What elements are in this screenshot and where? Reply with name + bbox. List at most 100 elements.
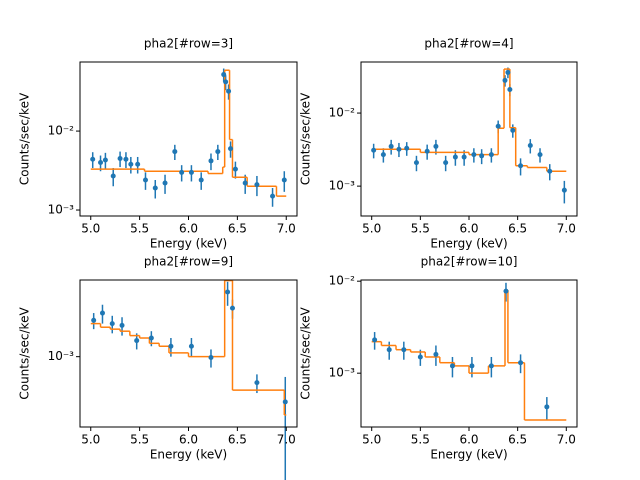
data-point: [134, 338, 140, 344]
data-point: [388, 143, 394, 149]
data-point: [168, 343, 174, 349]
x-tick-label: 6.5: [228, 222, 247, 236]
data-point: [452, 154, 458, 160]
data-point: [225, 289, 231, 295]
data-point: [90, 156, 96, 162]
x-axis-label: Energy (keV): [430, 448, 507, 462]
data-point: [98, 159, 104, 165]
data-point: [109, 321, 115, 327]
y-tick-label: 10⁻³: [48, 349, 75, 363]
data-point: [561, 187, 567, 193]
x-tick-label: 6.5: [508, 433, 527, 447]
data-point: [152, 185, 158, 191]
axes-frame: [360, 61, 578, 217]
x-tick-label: 5.5: [130, 433, 149, 447]
y-tick-label: 10⁻²: [48, 124, 75, 138]
x-tick-label: 6.5: [228, 433, 247, 447]
data-point: [380, 152, 386, 158]
data-point: [461, 154, 467, 160]
data-point: [401, 347, 407, 353]
data-point: [433, 143, 439, 149]
x-tick-label: 5.0: [362, 433, 381, 447]
data-point: [232, 166, 238, 172]
data-point: [172, 149, 178, 155]
x-axis-label: Energy (keV): [150, 237, 227, 251]
x-axis-label: Energy (keV): [430, 237, 507, 251]
data-point: [223, 79, 229, 85]
data-point: [404, 145, 410, 151]
x-tick-label: 7.0: [557, 433, 576, 447]
x-tick-label: 5.0: [81, 433, 100, 447]
y-tick-label: 10⁻²: [329, 106, 356, 120]
data-point: [226, 88, 232, 94]
data-point: [502, 77, 508, 83]
data-point: [424, 148, 430, 154]
data-point: [198, 177, 204, 183]
data-point: [119, 322, 125, 328]
data-point: [413, 160, 419, 166]
data-point: [123, 156, 129, 162]
data-point: [254, 380, 260, 386]
x-tick-label: 5.5: [130, 222, 149, 236]
data-point: [179, 169, 185, 175]
x-tick-label: 7.0: [557, 222, 576, 236]
data-point: [537, 152, 543, 158]
data-point: [228, 146, 234, 152]
y-tick-label: 10⁻²: [329, 274, 356, 288]
data-point: [229, 305, 235, 311]
x-tick-label: 5.5: [411, 222, 430, 236]
data-point: [221, 72, 227, 78]
data-point: [102, 157, 108, 163]
data-point: [433, 351, 439, 357]
data-point: [208, 354, 214, 360]
data-point: [142, 177, 148, 183]
chart-title: pha2[#row=9]: [144, 255, 233, 269]
chart-title: pha2[#row=10]: [421, 255, 518, 269]
x-tick-label: 7.0: [277, 222, 296, 236]
data-point: [208, 158, 214, 164]
data-point: [488, 152, 494, 158]
data-point: [505, 69, 511, 75]
x-tick-label: 6.0: [459, 222, 478, 236]
x-tick-label: 6.0: [179, 433, 198, 447]
x-tick-label: 5.5: [411, 433, 430, 447]
y-axis-label: Counts/sec/keV: [299, 307, 313, 400]
data-point: [479, 153, 485, 159]
data-point: [371, 147, 377, 153]
data-point: [110, 173, 116, 179]
data-point: [135, 161, 141, 167]
data-point: [488, 363, 494, 369]
data-point: [270, 193, 276, 199]
x-tick-label: 5.0: [362, 222, 381, 236]
data-point: [469, 363, 475, 369]
data-point: [188, 343, 194, 349]
data-point: [507, 87, 513, 93]
y-axis-label: Counts/sec/keV: [18, 307, 32, 400]
data-point: [281, 177, 287, 183]
data-point: [372, 337, 378, 343]
y-axis-label: Counts/sec/keV: [299, 92, 313, 185]
data-point: [396, 146, 402, 152]
y-axis-label: Counts/sec/keV: [18, 92, 32, 185]
data-point: [128, 161, 134, 167]
y-tick-label: 10⁻³: [48, 203, 75, 217]
data-point: [518, 163, 524, 169]
x-tick-label: 6.0: [179, 222, 198, 236]
chart-title: pha2[#row=3]: [144, 37, 233, 51]
data-point: [518, 360, 524, 366]
data-point: [162, 180, 168, 186]
data-point: [148, 335, 154, 341]
data-point: [503, 288, 509, 294]
data-point: [527, 142, 533, 148]
data-point: [242, 180, 248, 186]
data-point: [443, 160, 449, 166]
x-tick-label: 6.0: [459, 433, 478, 447]
data-point: [471, 152, 477, 158]
data-point: [99, 310, 105, 316]
data-point: [188, 169, 194, 175]
x-tick-label: 6.5: [508, 222, 527, 236]
data-point: [510, 127, 516, 133]
data-point: [386, 347, 392, 353]
axes-frame: [79, 61, 298, 217]
